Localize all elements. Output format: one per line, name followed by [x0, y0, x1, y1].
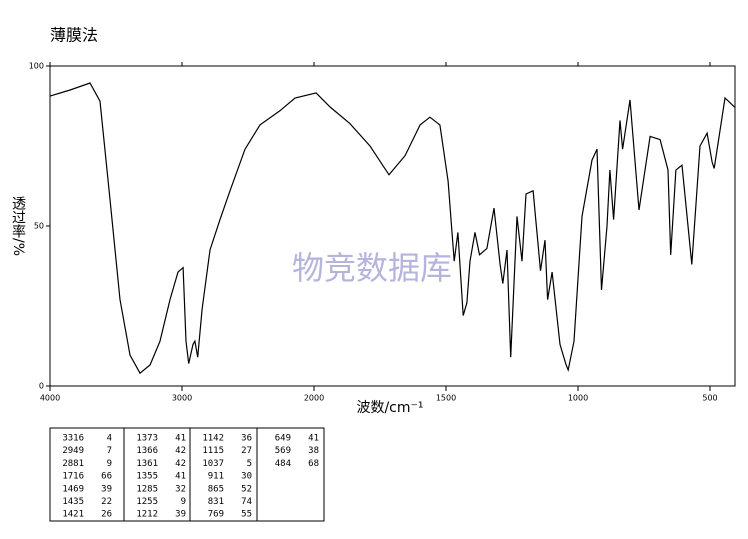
x-tick-label: 1500 — [436, 394, 456, 403]
y-tick-label: 50 — [34, 222, 44, 231]
peak-wavenumber: 911 — [208, 472, 224, 482]
peak-wavenumber: 1373 — [136, 434, 158, 444]
peak-transmittance: 66 — [101, 472, 112, 482]
peak-wavenumber: 865 — [208, 484, 224, 494]
peak-transmittance: 5 — [247, 459, 252, 469]
chart-title: 薄膜法 — [50, 26, 98, 45]
spectrum-line — [49, 82, 736, 375]
peak-transmittance: 9 — [181, 497, 186, 507]
x-tick-label: 500 — [702, 394, 717, 403]
peak-transmittance: 38 — [308, 446, 319, 456]
x-tick-label: 4000 — [40, 394, 60, 403]
peak-transmittance: 68 — [308, 459, 319, 469]
peak-transmittance: 7 — [107, 446, 112, 456]
x-tick-label: 3000 — [172, 394, 192, 403]
peak-wavenumber: 1037 — [202, 459, 224, 469]
peak-wavenumber: 1115 — [202, 446, 224, 456]
peak-transmittance: 39 — [101, 484, 112, 494]
peak-table — [49, 427, 325, 522]
x-axis-label: 波数/cm⁻¹ — [356, 400, 423, 416]
watermark: 物竞数据库 — [292, 249, 452, 287]
peak-wavenumber: 831 — [208, 497, 224, 507]
peak-transmittance: 41 — [308, 434, 319, 444]
x-tick-label: 2000 — [304, 394, 324, 403]
y-tick-label: 100 — [29, 62, 44, 71]
y-tick-label: 0 — [39, 382, 44, 391]
peak-wavenumber: 2881 — [62, 459, 84, 469]
peak-wavenumber: 3316 — [62, 434, 84, 444]
peak-transmittance: 27 — [241, 446, 252, 456]
peak-wavenumber: 1421 — [62, 510, 84, 520]
peak-wavenumber: 1355 — [136, 472, 158, 482]
peak-wavenumber: 569 — [275, 446, 291, 456]
peak-transmittance: 32 — [175, 484, 186, 494]
peak-wavenumber: 649 — [275, 434, 291, 444]
peak-wavenumber: 1255 — [136, 497, 158, 507]
peak-wavenumber: 1212 — [136, 510, 158, 520]
peak-transmittance: 41 — [175, 434, 186, 444]
peak-wavenumber: 1361 — [136, 459, 158, 469]
peak-wavenumber: 2949 — [62, 446, 84, 456]
peak-transmittance: 9 — [107, 459, 112, 469]
peak-transmittance: 26 — [101, 510, 112, 520]
peak-wavenumber: 769 — [208, 510, 224, 520]
peak-transmittance: 55 — [241, 510, 252, 520]
peak-transmittance: 52 — [241, 484, 252, 494]
peak-wavenumber: 1142 — [202, 434, 224, 444]
peak-wavenumber: 1285 — [136, 484, 158, 494]
peak-transmittance: 74 — [241, 497, 252, 507]
peak-wavenumber: 1469 — [62, 484, 84, 494]
peak-transmittance: 30 — [241, 472, 252, 482]
peak-wavenumber: 1366 — [136, 446, 158, 456]
plot-frame — [49, 65, 736, 387]
peak-transmittance: 36 — [241, 434, 252, 444]
peak-wavenumber: 1435 — [62, 497, 84, 507]
x-tick-label: 1000 — [568, 394, 588, 403]
peak-transmittance: 4 — [107, 434, 112, 444]
peak-transmittance: 41 — [175, 472, 186, 482]
y-axis-label: 透过率/% — [10, 196, 26, 256]
peak-transmittance: 22 — [101, 497, 112, 507]
peak-transmittance: 42 — [175, 459, 186, 469]
peak-wavenumber: 1716 — [62, 472, 84, 482]
peak-wavenumber: 484 — [275, 459, 291, 469]
peak-transmittance: 42 — [175, 446, 186, 456]
peak-transmittance: 39 — [175, 510, 186, 520]
